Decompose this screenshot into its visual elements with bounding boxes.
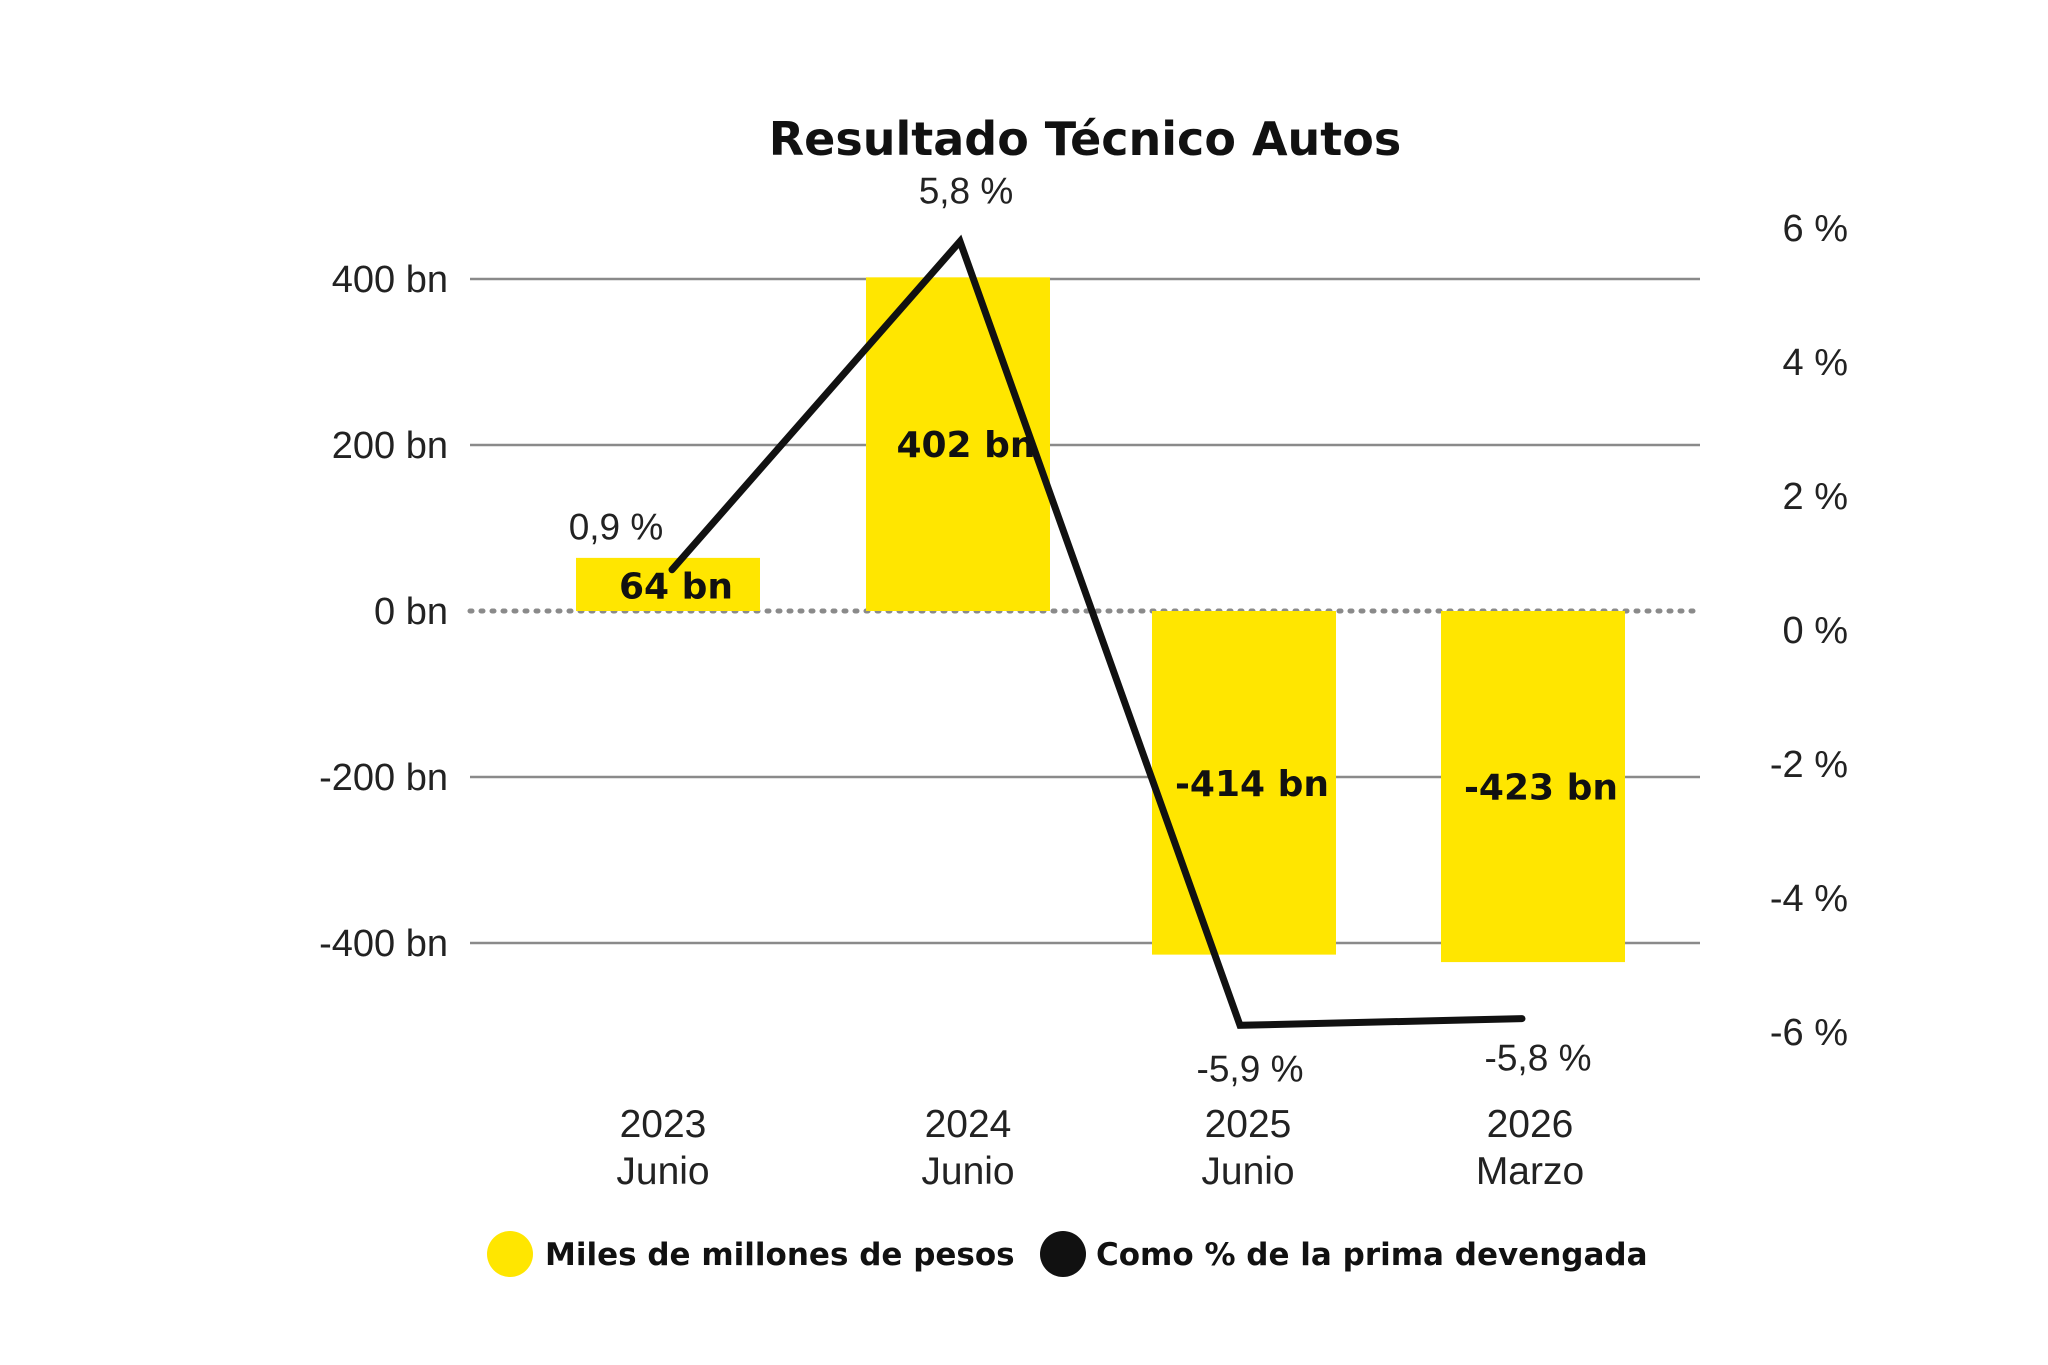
bar-value-label: 64 bn [619,566,733,607]
line-value-label: 5,8 % [919,170,1014,211]
right-tick-label: 6 % [1783,208,1848,250]
legend-swatch-line [1040,1231,1086,1277]
bar-value-label: -423 bn [1464,768,1618,809]
right-tick-label: 2 % [1783,476,1848,518]
legend-item-line: Como % de la prima devengada [1040,1231,1648,1277]
bars [576,277,1625,963]
x-tick-period: Junio [921,1150,1014,1193]
legend: Miles de millones de pesos Como % de la p… [487,1231,1648,1277]
legend-label-line: Como % de la prima devengada [1096,1237,1648,1273]
legend-item-bars: Miles de millones de pesos [487,1231,1015,1277]
bar-value-label: 402 bn [896,425,1035,466]
left-tick-label: -200 bn [319,757,448,799]
left-tick-label: -400 bn [319,923,448,965]
point-labels: 0,9 % 5,8 % -5,9 % -5,8 % [569,170,1592,1089]
chart-title: Resultado Técnico Autos [769,112,1402,166]
bar-labels: 64 bn 402 bn -414 bn -423 bn [619,425,1618,808]
x-tick-year: 2023 [620,1103,707,1146]
x-tick-period: Marzo [1476,1150,1584,1193]
right-tick-label: -6 % [1770,1012,1848,1054]
left-tick-label: 400 bn [332,259,448,301]
right-tick-label: -4 % [1770,878,1848,920]
legend-label-bars: Miles de millones de pesos [545,1237,1015,1273]
line-value-label: 0,9 % [569,507,664,548]
line-path [668,234,1526,1029]
bar-value-label: -414 bn [1175,764,1329,805]
bar [576,557,760,611]
line-value-label: -5,9 % [1197,1048,1304,1089]
x-tick-period: Junio [1201,1150,1294,1193]
right-tick-label: -2 % [1770,744,1848,786]
right-tick-label: 4 % [1783,342,1848,384]
percentage-line [668,234,1526,1029]
line-value-label: -5,8 % [1485,1038,1592,1079]
right-tick-label: 0 % [1783,610,1848,652]
x-tick-year: 2025 [1205,1103,1292,1146]
bar [1441,611,1625,963]
x-tick-period: Junio [616,1150,709,1193]
right-axis: 6 % 4 % 2 % 0 % -2 % -4 % -6 % [1770,208,1848,1054]
bar [866,277,1050,611]
x-tick-year: 2024 [925,1103,1012,1146]
left-axis: 400 bn 200 bn 0 bn -200 bn -400 bn [319,259,448,965]
x-tick-year: 2026 [1487,1103,1574,1146]
left-tick-label: 200 bn [332,425,448,467]
legend-swatch-bars [487,1231,533,1277]
left-tick-label: 0 bn [374,591,448,633]
bar [1152,611,1336,955]
